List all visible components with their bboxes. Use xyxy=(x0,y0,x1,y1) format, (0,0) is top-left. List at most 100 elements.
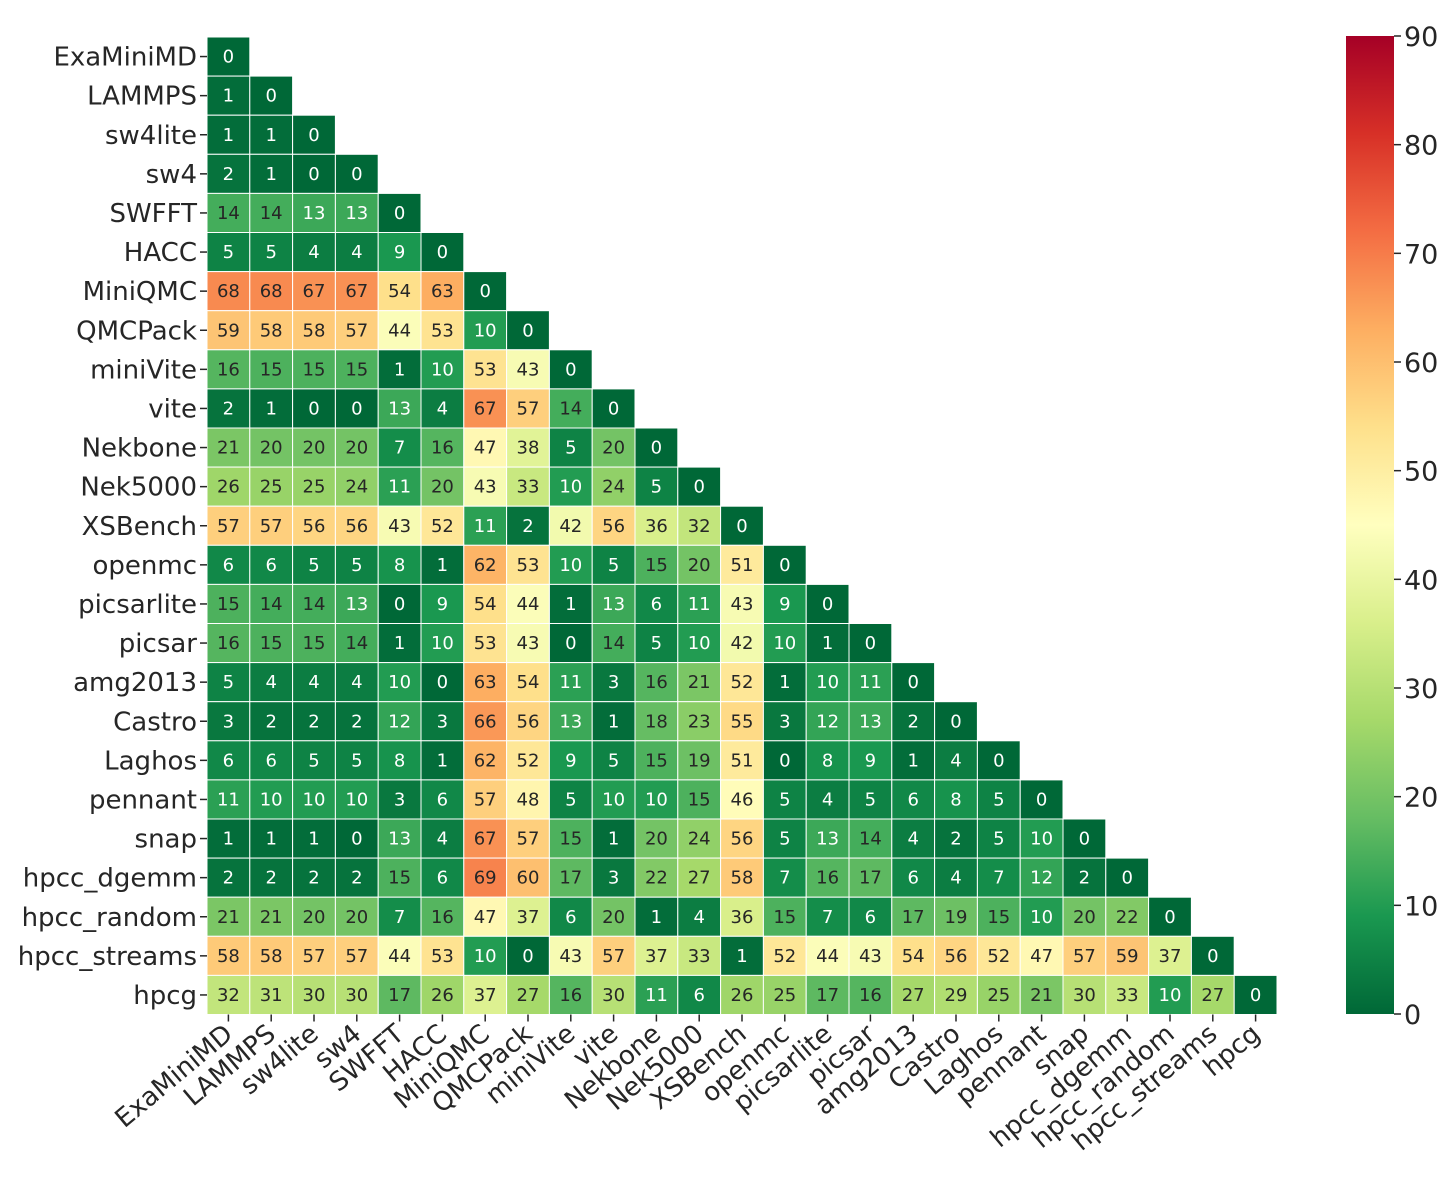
heatmap-cell xyxy=(762,857,807,898)
cell-value-label: 15 xyxy=(217,594,240,615)
cell-value-label: 38 xyxy=(517,438,540,459)
heatmap-cell xyxy=(377,740,422,781)
cell-value-label: 25 xyxy=(773,985,796,1006)
cell-value-label: 0 xyxy=(308,125,319,146)
heatmap-cell xyxy=(848,740,893,781)
heatmap-cells: 01 01 1 02 1 0 014 14 13 13 05 5 4 4 9 068 68 67 67 54 63 059… xyxy=(206,36,1278,1016)
cell-value-label: 44 xyxy=(816,946,839,967)
heatmap-cell xyxy=(805,857,850,898)
cell-value-label: 0 xyxy=(1121,868,1132,889)
heatmap-cell xyxy=(720,701,764,742)
cell-value-label: 0 xyxy=(394,203,405,224)
cell-value-label: 0 xyxy=(1036,789,1047,810)
cell-value-label: 5 xyxy=(608,555,619,576)
cell-value-label: 58 xyxy=(217,946,240,967)
heatmap-cell xyxy=(377,232,422,273)
heatmap-cell xyxy=(463,623,508,664)
cell-value-label: 24 xyxy=(688,829,711,850)
cell-value-label: 7 xyxy=(993,868,1004,889)
cell-value-label: 26 xyxy=(431,985,454,1006)
cell-value-label: 10 xyxy=(260,789,283,810)
cell-value-label: 54 xyxy=(388,281,411,302)
colorbar-tick-label: 0 xyxy=(1404,1000,1421,1031)
cell-value-label: 2 xyxy=(265,711,276,732)
cell-value-label: 17 xyxy=(902,907,925,928)
heatmap-cell xyxy=(334,232,379,273)
heatmap-cell xyxy=(762,583,807,625)
heatmap-cell xyxy=(334,505,379,546)
cell-value-label: 0 xyxy=(779,750,790,771)
heatmap-cell xyxy=(506,388,550,429)
heatmap-cell xyxy=(934,779,978,820)
cell-value-label: 10 xyxy=(559,555,582,576)
heatmap-cell xyxy=(591,974,636,1016)
cell-value-label: 1 xyxy=(608,711,619,732)
y-tick-label: MiniQMC xyxy=(83,277,197,307)
cell-value-label: 7 xyxy=(822,907,833,928)
y-tick-label: sw4lite xyxy=(105,121,197,151)
colorbar-tick-label: 90 xyxy=(1404,22,1438,53)
cell-value-label: 62 xyxy=(474,750,497,771)
cell-value-label: 20 xyxy=(260,438,283,459)
y-tick-label: sw4 xyxy=(146,160,197,190)
heatmap-cell xyxy=(377,583,422,625)
cell-value-label: 13 xyxy=(559,711,582,732)
cell-value-label: 2 xyxy=(351,868,362,889)
heatmap-cell xyxy=(934,857,978,898)
heatmap-cell xyxy=(420,505,465,546)
cell-value-label: 1 xyxy=(265,164,276,185)
heatmap-cell xyxy=(334,192,379,233)
cell-value-label: 47 xyxy=(1030,946,1053,967)
cell-value-label: 25 xyxy=(303,477,326,498)
heatmap-cell xyxy=(548,544,593,585)
cell-value-label: 23 xyxy=(688,711,711,732)
heatmap-cell xyxy=(292,896,336,937)
cell-value-label: 5 xyxy=(565,789,576,810)
heatmap-cell xyxy=(249,974,294,1016)
cell-value-label: 19 xyxy=(688,750,711,771)
cell-value-label: 15 xyxy=(645,750,668,771)
cell-value-label: 3 xyxy=(779,711,790,732)
cell-value-label: 16 xyxy=(859,985,882,1006)
heatmap-cell xyxy=(334,349,379,390)
cell-value-label: 0 xyxy=(522,320,533,341)
heatmap-cell xyxy=(591,740,636,781)
cell-value-label: 1 xyxy=(565,594,576,615)
cell-value-label: 1 xyxy=(779,672,790,693)
heatmap-cell xyxy=(334,701,379,742)
heatmap-cell xyxy=(206,388,251,429)
cell-value-label: 0 xyxy=(608,398,619,419)
heatmap-cell xyxy=(548,935,593,976)
cell-value-label: 47 xyxy=(474,438,497,459)
cell-value-label: 11 xyxy=(688,594,711,615)
cell-value-label: 60 xyxy=(517,868,540,889)
heatmap-cell xyxy=(334,623,379,664)
cell-value-label: 10 xyxy=(1030,907,1053,928)
cell-value-label: 57 xyxy=(1073,946,1096,967)
cell-value-label: 67 xyxy=(474,398,497,419)
y-tick-label: hpcc_streams xyxy=(18,942,197,972)
heatmap-cell xyxy=(805,662,850,703)
cell-value-label: 27 xyxy=(1201,985,1224,1006)
cell-value-label: 57 xyxy=(303,946,326,967)
cell-value-label: 0 xyxy=(1079,829,1090,850)
cell-value-label: 25 xyxy=(987,985,1010,1006)
heatmap-cell xyxy=(292,388,336,429)
cell-value-label: 4 xyxy=(950,868,961,889)
heatmap-cell xyxy=(934,935,978,976)
cell-value-label: 20 xyxy=(602,907,625,928)
cell-value-label: 30 xyxy=(303,985,326,1006)
cell-value-label: 1 xyxy=(437,555,448,576)
y-tick-label: picsar xyxy=(119,629,198,659)
heatmap-cell xyxy=(548,623,593,664)
heatmap-cell xyxy=(634,583,679,625)
heatmap-cell xyxy=(420,818,465,859)
heatmap-cell xyxy=(634,896,679,937)
heatmap-cell xyxy=(292,701,336,742)
cell-value-label: 0 xyxy=(693,477,704,498)
heatmap-cell xyxy=(334,153,379,194)
y-tick-label: hpcc_dgemm xyxy=(23,864,197,894)
heatmap-cell xyxy=(1062,857,1107,898)
y-tick-label: LAMMPS xyxy=(87,82,197,112)
cell-value-label: 15 xyxy=(303,359,326,380)
